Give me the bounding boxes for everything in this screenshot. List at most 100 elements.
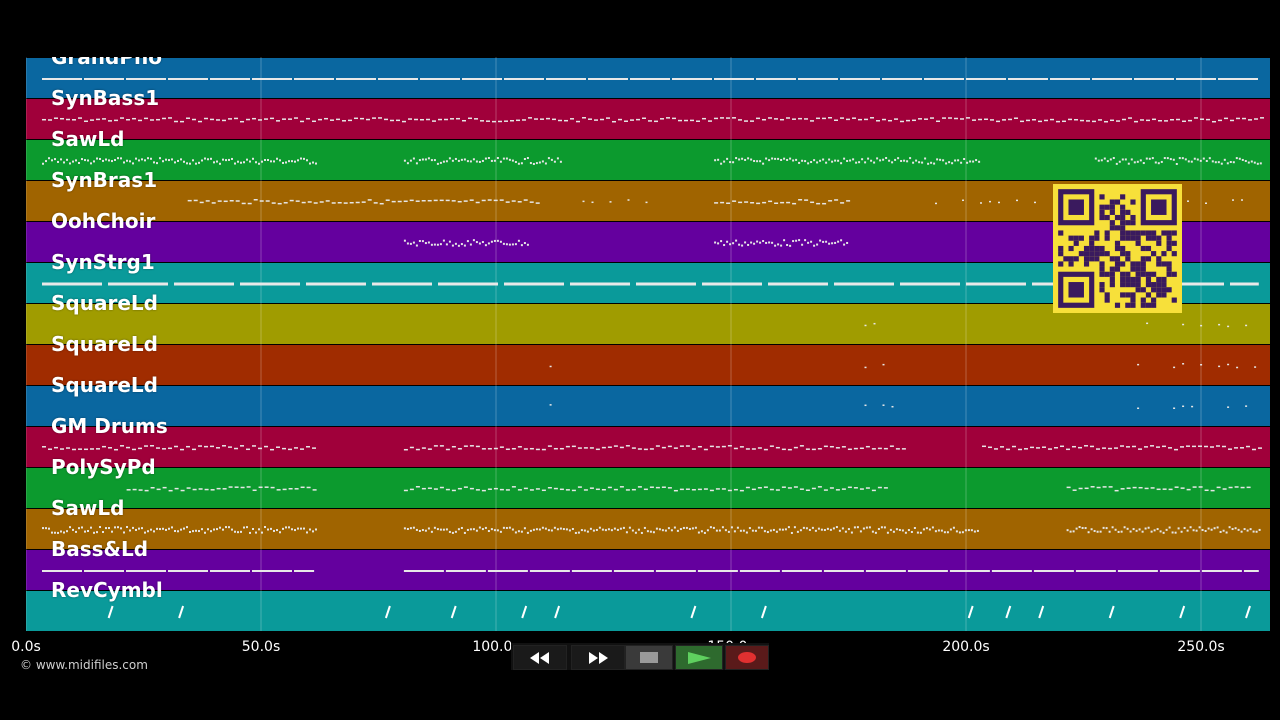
note [72, 160, 74, 163]
note [300, 448, 304, 450]
note [967, 529, 970, 532]
note [430, 159, 433, 162]
note [955, 530, 958, 533]
note [949, 528, 952, 531]
qr-module [1104, 271, 1110, 277]
note [847, 448, 852, 451]
qr-module [1140, 230, 1146, 236]
note [745, 531, 748, 534]
track-band[interactable] [26, 508, 1270, 549]
note [294, 117, 298, 119]
note [456, 117, 460, 120]
qr-module [1125, 271, 1131, 277]
note [738, 158, 741, 161]
note [1242, 117, 1246, 120]
note [415, 448, 420, 451]
note [493, 447, 498, 450]
note [78, 448, 82, 450]
note [288, 487, 293, 490]
track-band[interactable] [26, 549, 1270, 590]
note [282, 447, 286, 450]
note [631, 447, 636, 449]
track-band[interactable] [26, 57, 1270, 98]
note [306, 446, 310, 448]
note [601, 488, 606, 491]
note [532, 162, 535, 165]
note [750, 158, 753, 161]
fast-forward-button[interactable] [571, 645, 625, 670]
note [132, 162, 134, 165]
note [421, 447, 426, 449]
note [930, 161, 933, 164]
note [550, 529, 553, 532]
note [439, 161, 442, 164]
note [1241, 158, 1244, 161]
qr-module [1104, 230, 1110, 236]
note [661, 446, 666, 449]
play-button[interactable] [675, 645, 723, 670]
note [962, 199, 964, 202]
note [952, 526, 955, 529]
track-band[interactable] [26, 590, 1270, 631]
note [604, 529, 607, 532]
note [880, 526, 883, 529]
note [888, 119, 892, 122]
note [786, 243, 789, 246]
note [781, 486, 786, 488]
note [724, 529, 727, 532]
track-band[interactable] [26, 303, 1270, 344]
qr-module [1145, 256, 1152, 262]
note [216, 447, 220, 449]
note-tick [521, 605, 528, 619]
record-button[interactable] [725, 645, 769, 670]
note [1146, 119, 1150, 122]
note [96, 118, 100, 121]
qr-module [1058, 230, 1064, 236]
note [1044, 119, 1048, 122]
note [730, 526, 733, 529]
note [715, 446, 720, 448]
note [774, 157, 777, 160]
track-band[interactable] [26, 467, 1270, 508]
note [433, 445, 438, 447]
note [853, 447, 858, 450]
note [246, 486, 251, 488]
note [819, 159, 822, 162]
note [168, 527, 170, 530]
note [282, 527, 284, 530]
note [673, 526, 676, 529]
note [721, 445, 726, 448]
note [219, 162, 221, 165]
qr-module [1130, 199, 1136, 205]
track-band[interactable] [26, 98, 1270, 139]
note [108, 159, 110, 162]
note [349, 201, 354, 204]
track-name-label: PolySyPd [51, 455, 156, 479]
track-band[interactable] [26, 344, 1270, 385]
note [868, 526, 871, 529]
qr-module [1068, 282, 1084, 298]
note [607, 486, 612, 489]
note [141, 158, 143, 161]
note [1139, 159, 1142, 162]
note [1180, 446, 1184, 448]
stop-button[interactable] [625, 645, 673, 670]
track-band[interactable] [26, 139, 1270, 180]
note [798, 239, 801, 242]
note [222, 488, 227, 490]
note [966, 161, 969, 164]
note [276, 529, 278, 532]
note [1127, 162, 1130, 165]
note [786, 158, 789, 161]
note [463, 531, 466, 534]
note [474, 118, 478, 120]
note [1186, 488, 1191, 491]
note [276, 120, 280, 122]
note [253, 199, 258, 201]
piano-roll[interactable]: GrandPno SynBass1 SawLd SynBras1 OohChoir Syn… [26, 57, 1270, 631]
rewind-button[interactable] [513, 645, 567, 670]
note [1234, 486, 1239, 488]
note [799, 445, 804, 447]
note [312, 161, 314, 164]
track-band[interactable] [26, 385, 1270, 426]
